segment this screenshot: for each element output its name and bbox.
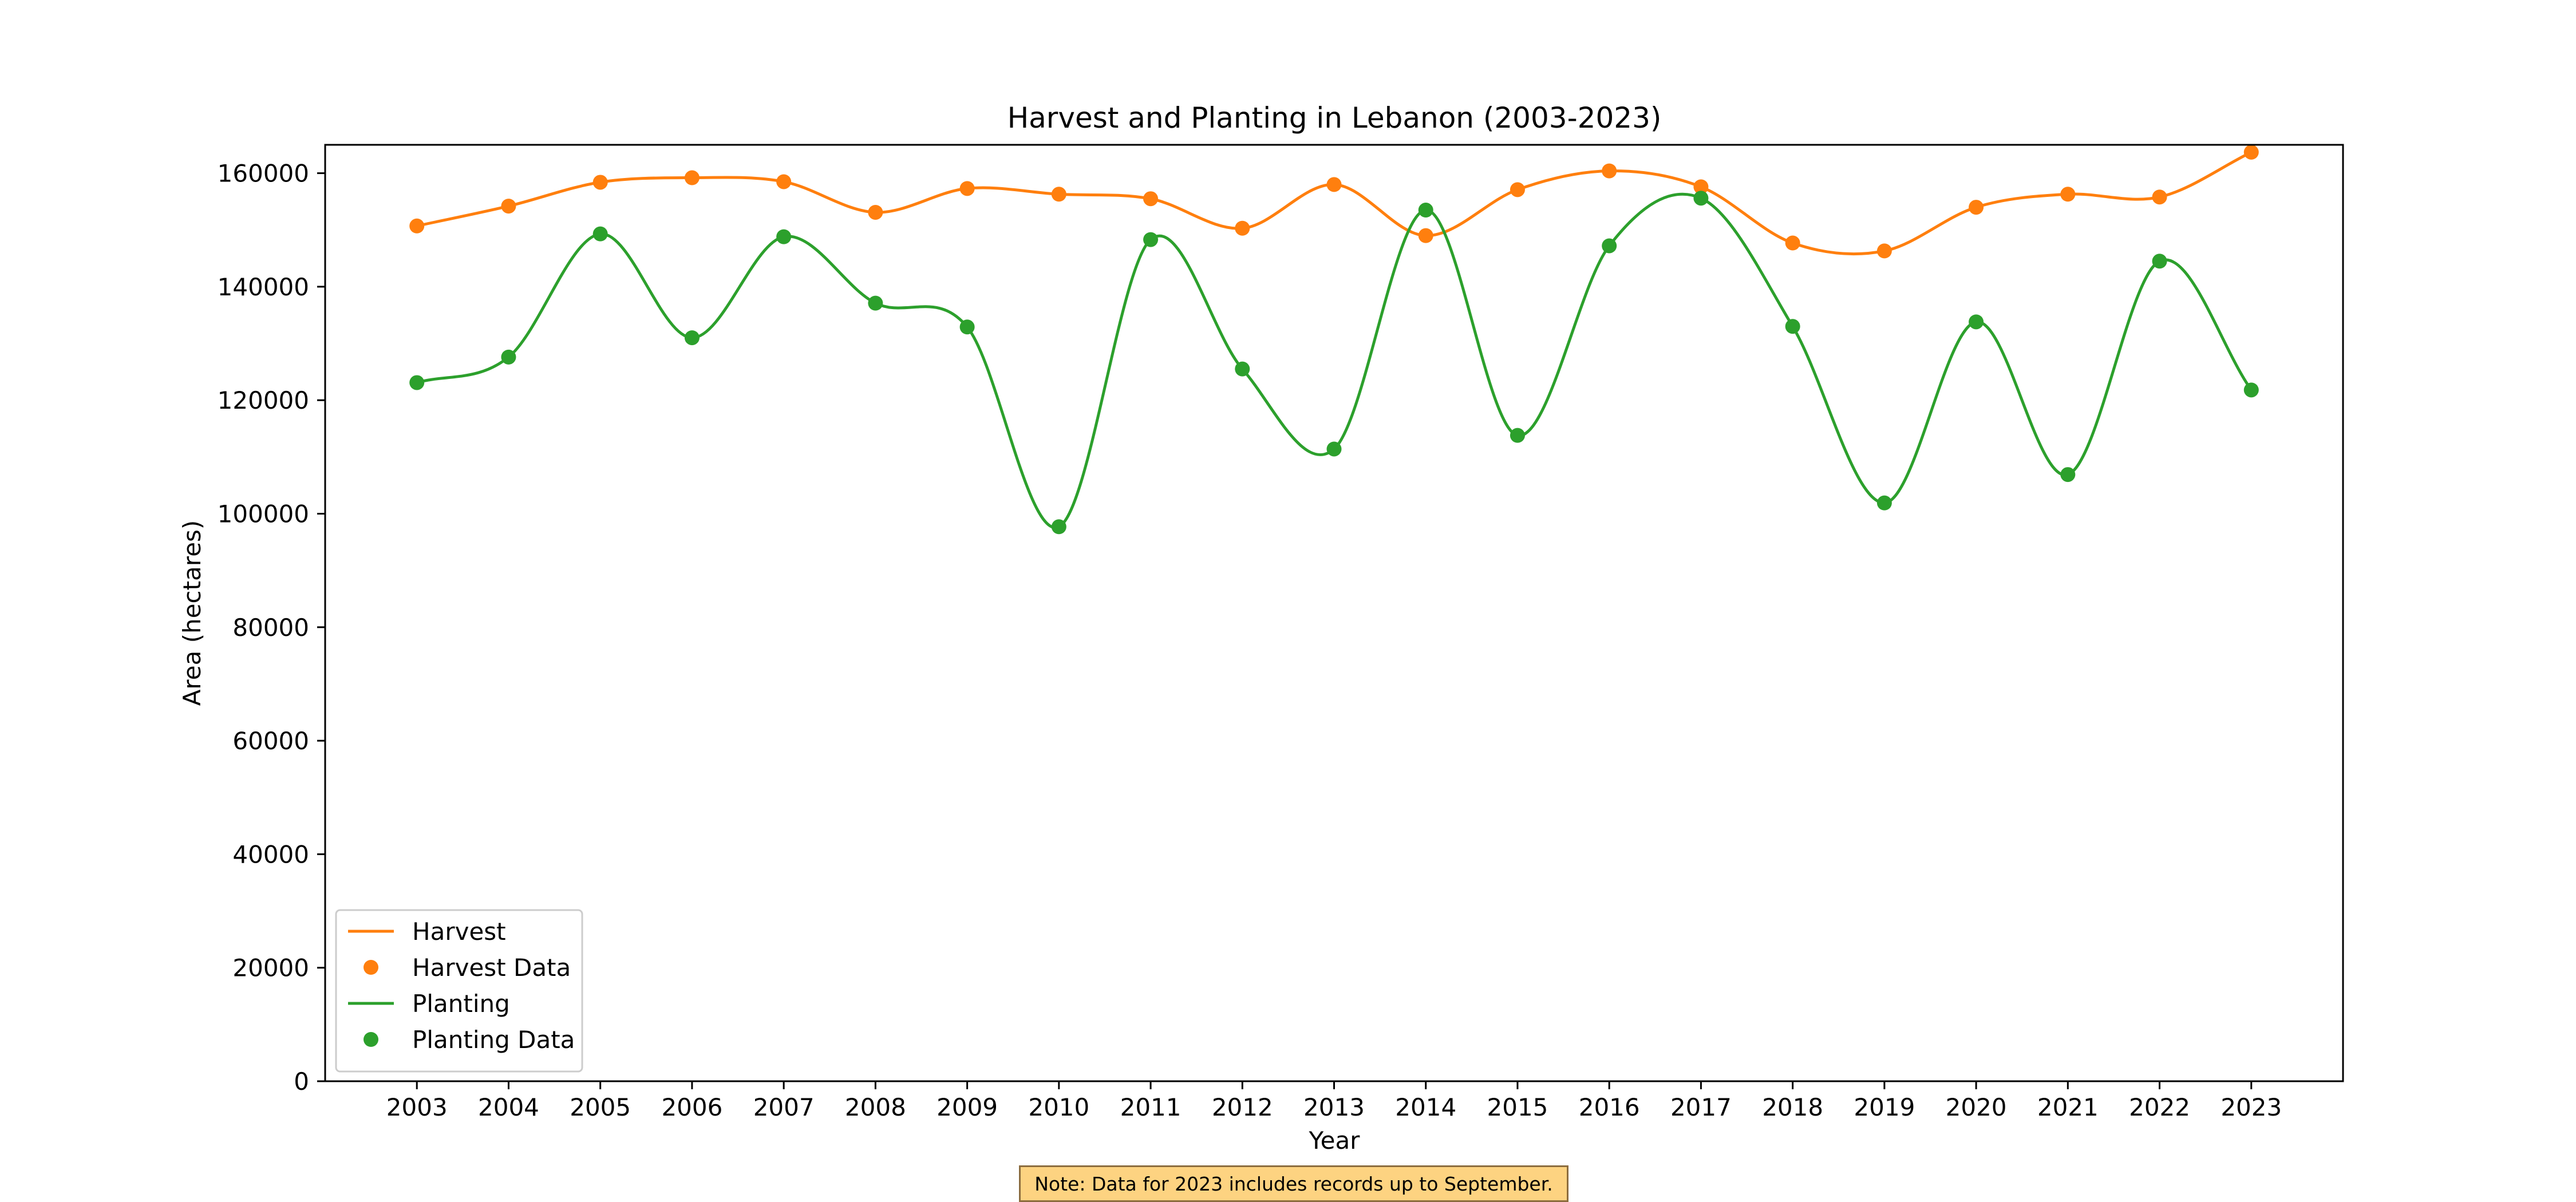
harvest-data-point xyxy=(1326,177,1342,192)
planting-data-point xyxy=(684,330,700,346)
planting-data-point xyxy=(1143,232,1159,247)
harvest-data-point xyxy=(1143,191,1159,207)
planting-data-point xyxy=(2060,467,2076,483)
planting-data-point xyxy=(409,375,425,390)
x-tick-label: 2018 xyxy=(1762,1093,1823,1121)
planting-data-point xyxy=(501,349,516,365)
x-tick-label: 2013 xyxy=(1303,1093,1365,1121)
harvest-data-point xyxy=(959,181,975,196)
planting-data-point xyxy=(1510,428,1525,443)
planting-data-point xyxy=(1969,314,1984,330)
harvest-data-point xyxy=(1235,220,1250,236)
legend-label: Harvest xyxy=(412,918,506,946)
legend-label: Planting xyxy=(412,990,510,1018)
x-axis-label: Year xyxy=(1309,1126,1361,1154)
harvest-data-point xyxy=(501,199,516,214)
note-box: Note: Data for 2023 includes records up … xyxy=(1019,1165,1568,1202)
x-tick-label: 2011 xyxy=(1120,1093,1182,1121)
planting-data-point xyxy=(1602,238,1617,254)
y-tick-label: 80000 xyxy=(232,614,309,642)
x-tick-label: 2007 xyxy=(753,1093,815,1121)
planting-data-point xyxy=(592,226,608,242)
x-tick-label: 2003 xyxy=(386,1093,448,1121)
x-tick-label: 2009 xyxy=(937,1093,998,1121)
legend-dot-swatch xyxy=(364,960,378,975)
x-tick-label: 2016 xyxy=(1579,1093,1640,1121)
harvest-data-point xyxy=(2060,187,2076,202)
harvest-data-point xyxy=(684,170,700,185)
x-tick-label: 2010 xyxy=(1028,1093,1089,1121)
y-tick-label: 100000 xyxy=(218,500,309,528)
x-tick-label: 2004 xyxy=(478,1093,539,1121)
y-tick-label: 20000 xyxy=(232,954,309,982)
note-text: Note: Data for 2023 includes records up … xyxy=(1034,1172,1553,1195)
planting-line xyxy=(416,192,2253,529)
harvest-data-point xyxy=(1693,179,1709,195)
x-tick-label: 2017 xyxy=(1670,1093,1732,1121)
harvest-data-point xyxy=(2152,189,2167,205)
x-tick-label: 2012 xyxy=(1212,1093,1273,1121)
x-tick-label: 2019 xyxy=(1854,1093,1915,1121)
y-tick-label: 0 xyxy=(294,1067,309,1096)
y-tick-label: 40000 xyxy=(232,840,309,868)
x-tick-label: 2022 xyxy=(2129,1093,2190,1121)
harvest-data-point xyxy=(2243,144,2259,160)
y-tick-label: 140000 xyxy=(218,273,309,301)
plot-area xyxy=(409,144,2259,535)
y-tick-label: 120000 xyxy=(218,386,309,414)
planting-data-point xyxy=(868,295,883,311)
legend: Harvest Harvest Data Planting Planting Data xyxy=(335,909,583,1073)
harvest-data-point xyxy=(409,218,425,234)
x-tick-label: 2005 xyxy=(570,1093,631,1121)
harvest-data-point xyxy=(1510,182,1525,197)
harvest-data-point xyxy=(1785,235,1800,251)
legend-label: Harvest Data xyxy=(412,954,571,982)
x-tick-label: 2006 xyxy=(661,1093,722,1121)
planting-data-point xyxy=(1326,441,1342,457)
x-tick-label: 2015 xyxy=(1487,1093,1548,1121)
harvest-data-point xyxy=(1876,243,1892,259)
x-tick-label: 2021 xyxy=(2037,1093,2099,1121)
x-tick-label: 2020 xyxy=(1946,1093,2007,1121)
planting-data-point xyxy=(959,319,975,335)
planting-data-point xyxy=(1418,203,1433,218)
planting-data-point xyxy=(2243,382,2259,398)
axes: 2003 2004 2005 2006 2007 2008 2009 2010 2011 2012… xyxy=(218,160,2282,1121)
planting-data-point xyxy=(776,229,792,244)
plot-frame xyxy=(324,144,2344,1082)
harvest-data-point xyxy=(1602,163,1617,179)
harvest-data-point xyxy=(776,174,792,189)
harvest-data-point xyxy=(1969,200,1984,215)
planting-data-point xyxy=(2152,254,2167,269)
planting-data-point xyxy=(1051,519,1066,535)
planting-data-point xyxy=(1876,495,1892,511)
x-tick-label: 2014 xyxy=(1395,1093,1456,1121)
chart-title: Harvest and Planting in Lebanon (2003-20… xyxy=(1008,101,1662,135)
legend-box xyxy=(335,909,583,1073)
y-tick-label: 160000 xyxy=(218,160,309,188)
planting-data-point xyxy=(1235,361,1250,377)
harvest-data-point xyxy=(868,204,883,220)
planting-data-point xyxy=(1785,319,1800,334)
harvest-data-point xyxy=(592,175,608,190)
x-tick-label: 2008 xyxy=(845,1093,906,1121)
harvest-data-point xyxy=(1418,228,1433,243)
y-axis-label: Area (hectares) xyxy=(178,520,206,706)
y-tick-label: 60000 xyxy=(232,727,309,755)
harvest-data-point xyxy=(1051,187,1066,202)
x-tick-label: 2023 xyxy=(2221,1093,2282,1121)
legend-dot-swatch xyxy=(364,1032,378,1047)
legend-label: Planting Data xyxy=(412,1026,575,1054)
planting-data-point xyxy=(1693,191,1709,206)
